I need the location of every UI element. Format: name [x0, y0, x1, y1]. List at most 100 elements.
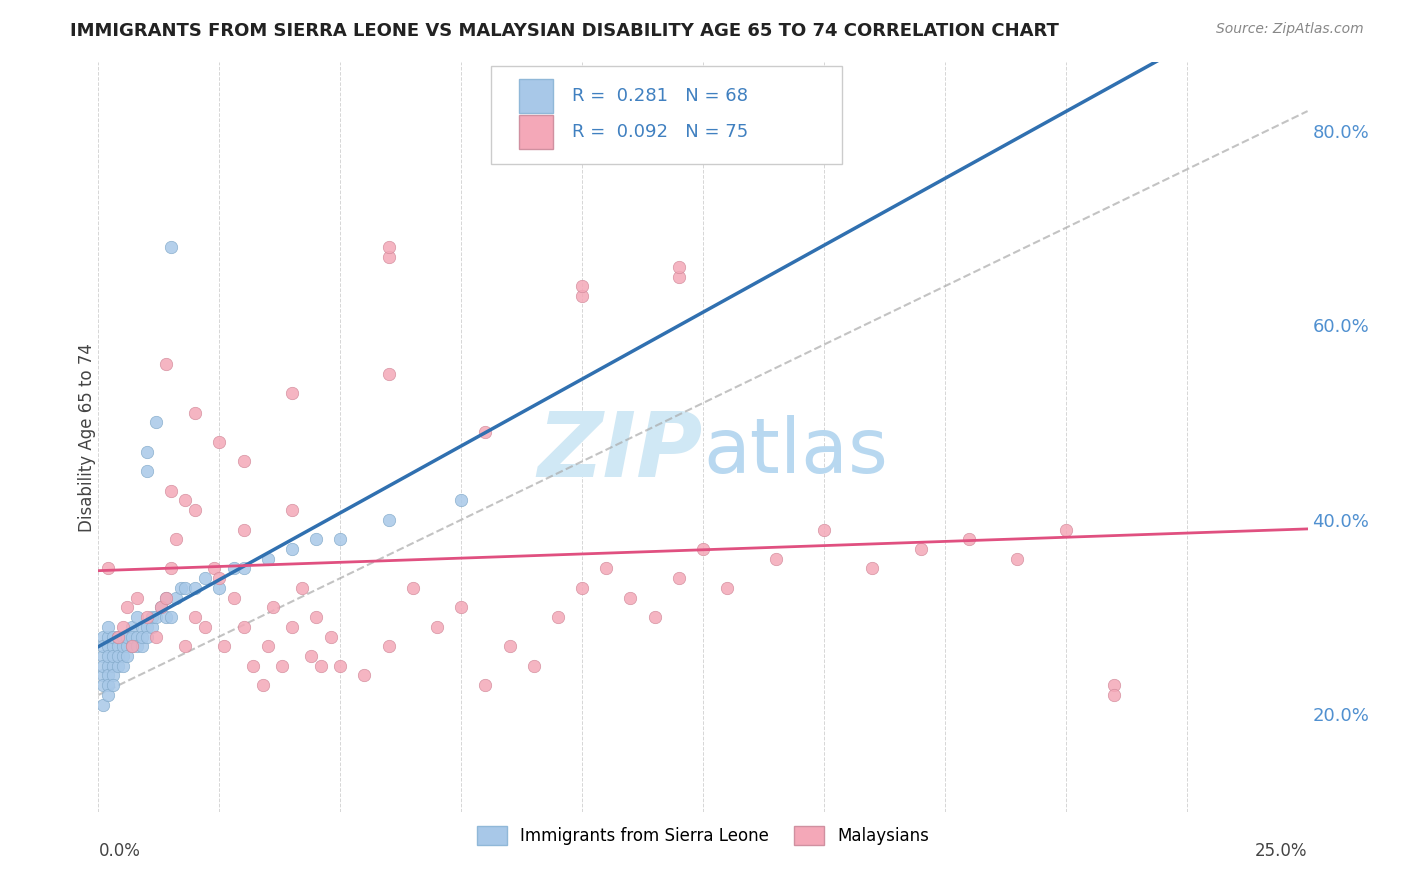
Text: ZIP: ZIP: [537, 408, 703, 496]
Point: [131, 620, 153, 634]
Point: [474, 425, 496, 440]
Point: [232, 620, 254, 634]
Point: [174, 581, 197, 595]
Point: [208, 571, 231, 585]
Point: [135, 620, 157, 634]
Point: [329, 658, 352, 673]
Point: [450, 600, 472, 615]
Point: [97, 561, 120, 575]
Legend: Immigrants from Sierra Leone, Malaysians: Immigrants from Sierra Leone, Malaysians: [470, 820, 936, 852]
Point: [474, 678, 496, 692]
Point: [107, 630, 129, 644]
Point: [101, 640, 124, 654]
Point: [450, 493, 472, 508]
Point: [97, 648, 120, 663]
Point: [281, 541, 304, 556]
Point: [242, 658, 264, 673]
Point: [111, 648, 134, 663]
Point: [571, 289, 593, 303]
Point: [174, 493, 197, 508]
Point: [290, 581, 312, 595]
Point: [957, 533, 980, 547]
Point: [910, 541, 932, 556]
Point: [232, 561, 254, 575]
Point: [135, 464, 157, 478]
Point: [101, 678, 124, 692]
Point: [174, 640, 197, 654]
Point: [91, 640, 114, 654]
Point: [208, 581, 231, 595]
Point: [160, 561, 183, 575]
Point: [232, 454, 254, 468]
Point: [692, 541, 714, 556]
Point: [155, 610, 177, 624]
Point: [101, 648, 124, 663]
Point: [184, 406, 207, 420]
Point: [309, 658, 332, 673]
Point: [121, 630, 143, 644]
Point: [402, 581, 425, 595]
Point: [644, 610, 666, 624]
Point: [150, 600, 173, 615]
Point: [377, 513, 399, 527]
Point: [91, 658, 114, 673]
Text: R =  0.281   N = 68: R = 0.281 N = 68: [572, 87, 748, 104]
Point: [1102, 678, 1125, 692]
Point: [281, 503, 304, 517]
Point: [145, 416, 167, 430]
Point: [111, 658, 134, 673]
Point: [619, 591, 641, 605]
FancyBboxPatch shape: [519, 115, 553, 149]
Point: [571, 581, 593, 595]
Point: [256, 551, 278, 566]
Point: [305, 610, 328, 624]
Point: [377, 250, 399, 264]
Point: [668, 260, 690, 274]
Point: [319, 630, 342, 644]
Point: [101, 658, 124, 673]
Point: [1054, 523, 1077, 537]
Point: [117, 648, 139, 663]
Point: [299, 648, 322, 663]
Text: atlas: atlas: [703, 415, 887, 489]
Point: [523, 658, 546, 673]
Point: [121, 640, 143, 654]
Point: [91, 668, 114, 682]
Point: [765, 551, 787, 566]
Point: [184, 503, 207, 517]
FancyBboxPatch shape: [519, 78, 553, 112]
Point: [135, 630, 157, 644]
Point: [860, 561, 883, 575]
Point: [91, 698, 114, 712]
Point: [107, 648, 129, 663]
Point: [97, 678, 120, 692]
Point: [377, 640, 399, 654]
Point: [571, 279, 593, 293]
Point: [141, 620, 163, 634]
Point: [131, 640, 153, 654]
Point: [111, 630, 134, 644]
Point: [117, 600, 139, 615]
Point: [111, 620, 134, 634]
Point: [160, 240, 183, 254]
Point: [97, 688, 120, 702]
Text: R =  0.092   N = 75: R = 0.092 N = 75: [572, 123, 748, 141]
Point: [117, 630, 139, 644]
Point: [1007, 551, 1029, 566]
Point: [97, 620, 120, 634]
Point: [127, 591, 149, 605]
Point: [194, 571, 217, 585]
Y-axis label: Disability Age 65 to 74: Disability Age 65 to 74: [79, 343, 96, 532]
Point: [305, 533, 328, 547]
Point: [169, 581, 191, 595]
Point: [262, 600, 284, 615]
Point: [232, 523, 254, 537]
Point: [135, 444, 157, 458]
Point: [208, 434, 231, 449]
Point: [150, 600, 173, 615]
Point: [194, 620, 217, 634]
Point: [204, 561, 226, 575]
Point: [281, 620, 304, 634]
Point: [716, 581, 738, 595]
Point: [222, 591, 245, 605]
